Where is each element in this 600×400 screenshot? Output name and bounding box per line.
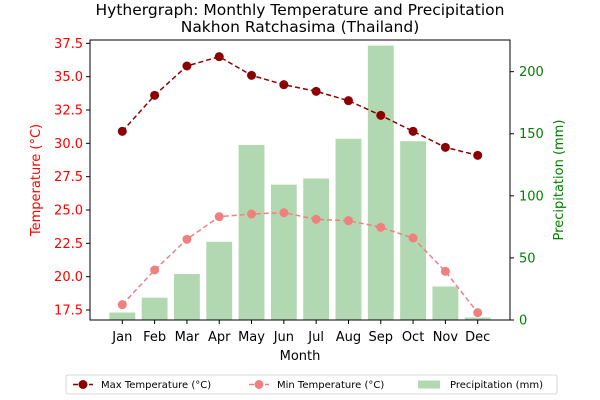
legend-marker-min-temperature	[254, 380, 264, 389]
plot-frame	[89, 39, 511, 321]
y-right-tick-label-200: 200	[519, 65, 544, 80]
precip-bar-feb	[141, 297, 168, 320]
x-tick-label-jun: Jun	[273, 330, 294, 345]
x-tick-label-sep: Sep	[369, 330, 394, 345]
x-tick-label-may: May	[238, 330, 265, 345]
y-right-tick-label-150: 150	[519, 127, 544, 142]
min-temperature-point-jun	[279, 208, 289, 218]
precip-bar-mar	[174, 274, 200, 320]
y-left-tick-label-30-0: 30.0	[54, 137, 83, 152]
min-temperature-point-aug	[343, 216, 353, 226]
x-tick-label-jan: Jan	[111, 330, 132, 345]
y-right-tick-label-0: 0	[519, 314, 527, 329]
min-temperature-point-sep	[376, 222, 386, 232]
min-temperature-point-jul	[311, 214, 321, 224]
x-tick-label-dec: Dec	[465, 330, 490, 345]
y-left-tick-label-17-5: 17.5	[54, 304, 83, 319]
max-temperature-point-dec	[473, 150, 483, 160]
min-temperature-point-jan	[117, 300, 127, 310]
precip-bar-apr	[206, 241, 233, 320]
precipitation-bars	[109, 45, 491, 320]
precip-bar-aug	[335, 138, 362, 320]
max-temperature-point-aug	[343, 96, 353, 106]
y-left-tick-label-22-5: 22.5	[54, 237, 83, 252]
x-tick-label-nov: Nov	[433, 330, 459, 345]
y-axis-right-label: Precipitation (mm)	[552, 120, 567, 241]
min-temperature-point-oct	[408, 233, 418, 243]
max-temperature-point-apr	[214, 52, 224, 62]
precip-bar-nov	[432, 286, 459, 320]
legend-label-precipitation: Precipitation (mm)	[450, 380, 543, 391]
legend-label-max-temperature: Max Temperature (°C)	[101, 380, 211, 391]
y-axis-left: 17.5 20.0 22.5 25.0 27.5 30.0 32.5 35.0 37.5	[54, 37, 90, 319]
precip-bar-dec	[464, 317, 491, 320]
max-temperature-point-may	[247, 70, 257, 80]
max-temperature-point-sep	[376, 110, 386, 120]
precip-bar-sep	[367, 45, 394, 320]
y-axis-left-label: Temperature (°C)	[29, 124, 44, 237]
legend: Max Temperature (°C) Min Temperature (°C)…	[65, 374, 558, 395]
precip-bar-jan	[109, 312, 136, 320]
max-temperature-point-mar	[182, 61, 192, 71]
chart-subtitle: Nakhon Ratchasima (Thailand)	[181, 18, 420, 36]
temperature-lines	[117, 52, 483, 318]
min-temperature-point-feb	[150, 265, 160, 275]
x-tick-label-mar: Mar	[175, 330, 200, 345]
legend-box	[65, 374, 558, 395]
max-temperature-point-feb	[150, 90, 160, 100]
x-axis: Jan Feb Mar Apr May Jun Jul Aug Sep Oct Nov Dec	[111, 320, 490, 345]
max-temperature-point-jul	[311, 86, 321, 96]
min-temperature-point-may	[247, 209, 257, 219]
min-temperature-point-nov	[440, 266, 450, 276]
x-tick-label-apr: Apr	[208, 330, 231, 345]
y-right-tick-label-100: 100	[519, 189, 544, 204]
legend-marker-max-temperature	[78, 380, 88, 389]
precip-bar-may	[238, 144, 265, 320]
legend-label-min-temperature: Min Temperature (°C)	[277, 380, 384, 391]
y-left-tick-label-32-5: 32.5	[54, 104, 83, 119]
precip-bar-jun	[270, 184, 297, 320]
max-temperature-point-jan	[117, 126, 127, 136]
y-left-tick-label-37-5: 37.5	[54, 37, 83, 52]
max-temperature-point-jun	[279, 80, 289, 90]
precip-bar-oct	[400, 141, 426, 320]
min-temperature-point-apr	[214, 212, 224, 222]
legend-swatch-precipitation	[418, 380, 440, 389]
y-left-tick-label-27-5: 27.5	[54, 170, 83, 185]
max-temperature-point-nov	[440, 142, 450, 152]
precip-bar-jul	[303, 178, 330, 320]
y-left-tick-label-25-0: 25.0	[54, 204, 83, 219]
y-right-tick-label-50: 50	[519, 251, 536, 266]
x-tick-label-oct: Oct	[402, 330, 424, 345]
y-axis-right: 0 50 100 150 200	[510, 65, 544, 329]
min-temperature-point-mar	[182, 234, 192, 244]
x-tick-label-feb: Feb	[143, 330, 166, 345]
y-left-tick-label-35-0: 35.0	[54, 70, 83, 85]
min-temperature-line	[121, 211, 479, 314]
max-temperature-point-oct	[408, 126, 418, 136]
x-tick-label-aug: Aug	[336, 330, 361, 345]
max-temperature-line	[121, 55, 478, 157]
x-axis-label: Month	[280, 349, 321, 364]
x-tick-label-jul: Jul	[307, 330, 324, 345]
y-left-tick-label-20-0: 20.0	[54, 270, 83, 285]
chart-title: Hythergraph: Monthly Temperature and Pre…	[96, 1, 505, 19]
min-temperature-point-dec	[473, 308, 483, 318]
